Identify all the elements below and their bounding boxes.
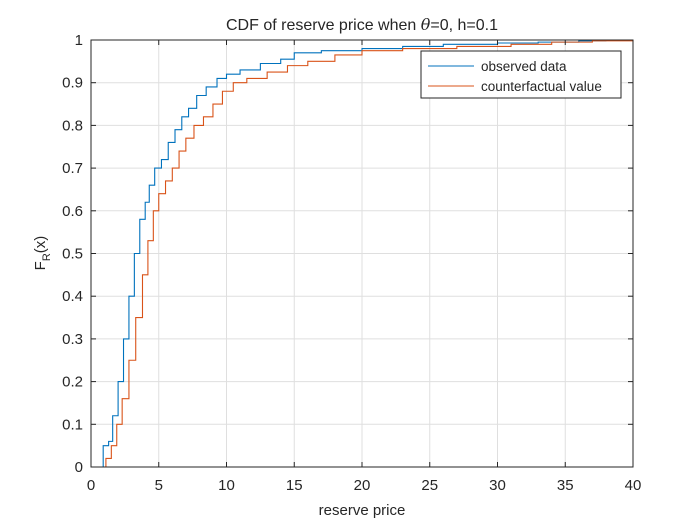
x-tick-label-0: 0 (87, 477, 95, 494)
y-tick-label-2: 0.2 (62, 374, 83, 391)
legend-label-observed: observed data (481, 59, 567, 74)
y-tick-label-1: 0.1 (62, 416, 83, 433)
x-tick-label-2: 10 (218, 477, 235, 494)
x-tick-label-5: 25 (421, 477, 438, 494)
y-tick-label-3: 0.3 (62, 331, 83, 348)
legend-label-counterfactual: counterfactual value (481, 79, 602, 94)
x-tick-label-8: 40 (625, 477, 642, 494)
x-tick-label-7: 35 (557, 477, 574, 494)
y-tick-label-4: 0.4 (62, 288, 83, 305)
y-tick-label-9: 0.9 (62, 75, 83, 92)
y-tick-label-0: 0 (75, 459, 83, 476)
plot-area: 0 5 10 15 20 25 30 35 40 0 0.1 0.2 0.3 0.4 0.5 0.6 0.7 0.… (62, 32, 641, 494)
y-tick-label-7: 0.7 (62, 160, 83, 177)
series-line-counterfactual (103, 40, 634, 468)
y-axis-label: FR(x) (32, 236, 53, 271)
x-tick-label-1: 5 (155, 477, 163, 494)
chart-title: CDF of reserve price when θ=0, h=0.1 (226, 15, 498, 34)
y-tick-label-8: 0.8 (62, 117, 83, 134)
y-tick-label-6: 0.6 (62, 203, 83, 220)
y-tick-label-10: 1 (75, 32, 83, 49)
x-axis-label: reserve price (319, 502, 406, 519)
y-tick-label-5: 0.5 (62, 246, 83, 263)
x-tick-label-6: 30 (489, 477, 506, 494)
series-line-observed (101, 39, 633, 468)
x-tick-label-4: 20 (354, 477, 371, 494)
x-tick-label-3: 15 (286, 477, 303, 494)
legend: observed data counterfactual value (420, 50, 622, 99)
